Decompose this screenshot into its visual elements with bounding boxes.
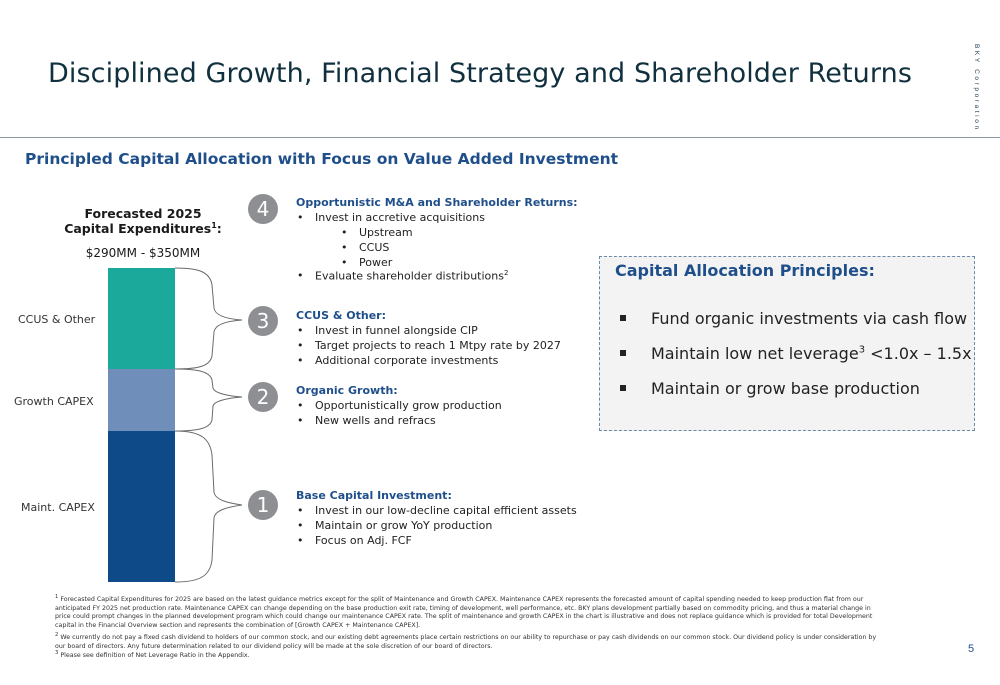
footnote-ref-1: 1 bbox=[211, 221, 217, 230]
bullet-text: Invest in our low-decline capital effici… bbox=[315, 504, 577, 517]
bullet-dot: • bbox=[341, 241, 348, 254]
footnote-3: 3 Please see definition of Net Leverage … bbox=[55, 649, 885, 661]
forecast-range: $290MM - $350MM bbox=[85, 246, 201, 260]
principles-box bbox=[599, 256, 975, 431]
section-subtitle: Principled Capital Allocation with Focus… bbox=[25, 150, 619, 168]
section-2-bullet: • New wells and refracs bbox=[297, 414, 436, 427]
bullet-text: Power bbox=[359, 256, 393, 269]
bullet-text: Additional corporate investments bbox=[315, 354, 499, 367]
bar-label-maint: Maint. CAPEX bbox=[21, 501, 95, 514]
footnote-marker: 1 bbox=[55, 594, 59, 600]
section-3-bullet: • Target projects to reach 1 Mtpy rate by… bbox=[297, 339, 561, 352]
brace-growth bbox=[174, 368, 243, 432]
bullet-dot: • bbox=[341, 226, 348, 239]
bullet-text: Maintain or grow YoY production bbox=[315, 519, 493, 532]
principle-text: Maintain low net leverage bbox=[651, 344, 859, 363]
bar-segment-growth bbox=[108, 369, 175, 431]
bullet-text: CCUS bbox=[359, 241, 390, 254]
square-bullet-icon bbox=[620, 385, 626, 391]
footnote-text: Please see definition of Net Leverage Ra… bbox=[58, 652, 250, 660]
step-4-badge: 4 bbox=[248, 194, 278, 224]
section-4-subbullet: • Power bbox=[341, 256, 393, 269]
footnote-marker: 3 bbox=[55, 650, 59, 656]
footnote-1: 1 Forecasted Capital Expenditures for 20… bbox=[55, 593, 885, 630]
section-4-subbullet: • CCUS bbox=[341, 241, 390, 254]
bullet-dot: • bbox=[297, 414, 304, 427]
bullet-text: Upstream bbox=[359, 226, 413, 239]
footnote-marker: 2 bbox=[55, 632, 59, 638]
footnote-2: 2 We currently do not pay a fixed cash d… bbox=[55, 631, 885, 651]
bullet-dot: • bbox=[297, 399, 304, 412]
square-bullet-icon bbox=[620, 315, 626, 321]
brand-wordmark: BKY Corporation bbox=[973, 44, 980, 132]
bar-label-growth: Growth CAPEX bbox=[14, 395, 94, 408]
bullet-text: Invest in accretive acquisitions bbox=[315, 211, 485, 224]
step-1-badge: 1 bbox=[248, 490, 278, 520]
forecast-title-line2: Capital Expenditures1: bbox=[60, 221, 226, 236]
section-1-bullet: • Invest in our low-decline capital effic… bbox=[297, 504, 577, 517]
footnote-text: We currently do not pay a fixed cash div… bbox=[55, 634, 877, 650]
section-2-heading: Organic Growth: bbox=[296, 384, 398, 397]
section-4-subbullet: • Upstream bbox=[341, 226, 413, 239]
page-number: 5 bbox=[968, 643, 975, 655]
bar-segment-ccus bbox=[108, 268, 175, 369]
bullet-text: Invest in funnel alongside CIP bbox=[315, 324, 478, 337]
bullet-dot: • bbox=[297, 211, 304, 224]
section-1-bullet: • Focus on Adj. FCF bbox=[297, 534, 412, 547]
bar-label-ccus: CCUS & Other bbox=[18, 313, 96, 326]
principle-item: Maintain or grow base production bbox=[651, 379, 920, 398]
square-bullet-icon bbox=[620, 350, 626, 356]
footnote-text: Forecasted Capital Expenditures for 2025… bbox=[55, 596, 873, 629]
section-3-bullet: • Additional corporate investments bbox=[297, 354, 499, 367]
bullet-dot: • bbox=[297, 354, 304, 367]
forecast-title-text: Capital Expenditures bbox=[64, 221, 212, 237]
bullet-dot: • bbox=[297, 324, 304, 337]
brace-ccus bbox=[174, 267, 243, 370]
section-1-heading: Base Capital Investment: bbox=[296, 489, 452, 502]
principle-item: Maintain low net leverage3 <1.0x – 1.5x bbox=[651, 344, 972, 363]
section-1-bullet: • Maintain or grow YoY production bbox=[297, 519, 493, 532]
forecast-title-colon: : bbox=[216, 221, 222, 237]
bullet-dot: • bbox=[297, 519, 304, 532]
principle-text: <1.0x – 1.5x bbox=[865, 344, 972, 363]
bullet-text: Focus on Adj. FCF bbox=[315, 534, 412, 547]
bullet-dot: • bbox=[341, 256, 348, 269]
principle-item: Fund organic investments via cash flow bbox=[651, 309, 968, 328]
section-4-bullet: • Invest in accretive acquisitions bbox=[297, 211, 485, 224]
section-4-heading: Opportunistic M&A and Shareholder Return… bbox=[296, 196, 578, 209]
bullet-dot: • bbox=[297, 269, 304, 282]
footnote-ref-3: 3 bbox=[858, 344, 866, 356]
principles-title: Capital Allocation Principles: bbox=[615, 261, 875, 280]
bar-segment-maint bbox=[108, 431, 175, 582]
bullet-text: Evaluate shareholder distributions bbox=[315, 269, 504, 283]
step-3-badge: 3 bbox=[248, 306, 278, 336]
section-3-bullet: • Invest in funnel alongside CIP bbox=[297, 324, 478, 337]
section-2-bullet: • Opportunistically grow production bbox=[297, 399, 502, 412]
bullet-dot: • bbox=[297, 534, 304, 547]
page-title: Disciplined Growth, Financial Strategy a… bbox=[48, 58, 912, 89]
brace-maint bbox=[174, 430, 243, 583]
forecast-title-line1: Forecasted 2025 bbox=[84, 206, 202, 221]
bullet-text: New wells and refracs bbox=[315, 414, 436, 427]
bullet-dot: • bbox=[297, 339, 304, 352]
section-3-heading: CCUS & Other: bbox=[296, 309, 386, 322]
section-4-bullet: • Evaluate shareholder distributions2 bbox=[297, 269, 509, 283]
bullet-text: Target projects to reach 1 Mtpy rate by … bbox=[315, 339, 561, 352]
header-divider bbox=[0, 137, 1000, 138]
bullet-text: Opportunistically grow production bbox=[315, 399, 502, 412]
bullet-dot: • bbox=[297, 504, 304, 517]
footnote-ref-2: 2 bbox=[503, 269, 509, 277]
step-2-badge: 2 bbox=[248, 382, 278, 412]
